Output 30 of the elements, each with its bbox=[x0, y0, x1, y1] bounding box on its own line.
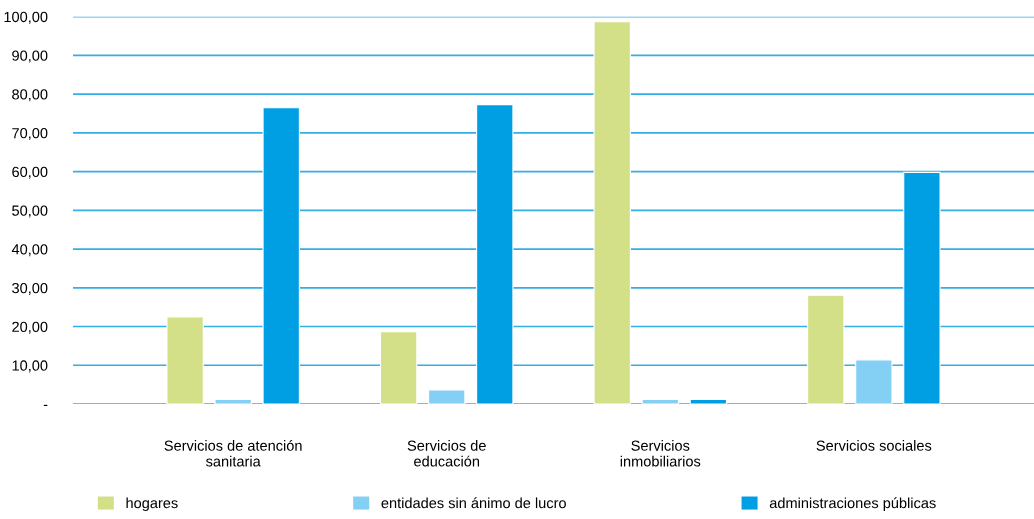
bar bbox=[379, 331, 418, 404]
bar bbox=[262, 107, 300, 404]
bar bbox=[476, 104, 514, 404]
bar bbox=[855, 359, 893, 404]
y-tick-label: 10,00 bbox=[12, 360, 48, 373]
y-tick-label: 90,00 bbox=[12, 50, 48, 63]
legend-label: hogares bbox=[126, 497, 178, 512]
y-tick-label: 50,00 bbox=[12, 205, 48, 218]
bar bbox=[689, 398, 728, 404]
bar bbox=[214, 398, 252, 404]
y-tick-label: 100,00 bbox=[4, 11, 48, 24]
bar bbox=[903, 171, 941, 404]
y-tick-label: 20,00 bbox=[12, 321, 48, 334]
legend-label: administraciones públicas bbox=[769, 497, 936, 512]
bar bbox=[166, 316, 204, 404]
bar bbox=[428, 389, 466, 404]
y-tick-label: 80,00 bbox=[12, 89, 48, 102]
x-tick-label: Servicios inmobiliarios bbox=[620, 440, 701, 467]
y-tick-label: 30,00 bbox=[12, 282, 48, 295]
y-tick-label: 70,00 bbox=[12, 127, 48, 141]
y-tick-label: 40,00 bbox=[11, 244, 48, 257]
x-tick-label: Servicios de atención sanitaria bbox=[164, 439, 302, 467]
y-tick-label: - bbox=[43, 404, 48, 406]
bar bbox=[641, 398, 679, 404]
legend-label: entidades sin ánimo de lucro bbox=[381, 497, 566, 509]
x-tick-label: Servicios de educación bbox=[407, 440, 486, 467]
x-tick-label: Servicios sociales bbox=[816, 440, 932, 451]
bar bbox=[807, 294, 845, 404]
y-tick-label: 60,00 bbox=[12, 166, 48, 179]
bar bbox=[593, 21, 631, 404]
